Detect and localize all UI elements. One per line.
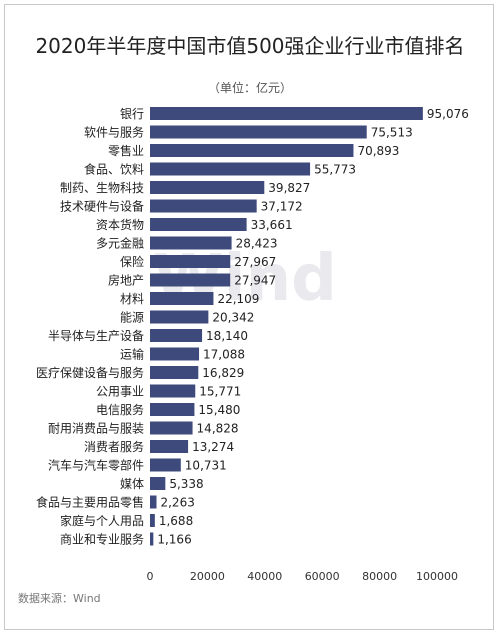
category-label-2: 软件与服务: [84, 125, 144, 140]
x-tick-label-6: 100000: [416, 570, 458, 583]
value-label-14: 17,088: [203, 348, 245, 362]
bar-11: [150, 292, 214, 305]
bar-19: [150, 440, 189, 453]
category-label-23: 家庭与个人用品: [60, 513, 144, 528]
unit-label: （单位：亿元）: [207, 81, 292, 95]
category-label-20: 汽车与汽车零部件: [48, 458, 144, 473]
bar-21: [150, 477, 166, 490]
value-label-2: 75,513: [371, 126, 413, 140]
bar-15: [150, 366, 199, 379]
value-label-18: 14,828: [197, 422, 239, 436]
bar-20: [150, 458, 181, 472]
category-label-3: 零售业: [108, 143, 144, 158]
value-label-17: 15,480: [198, 403, 240, 417]
category-label-12: 能源: [120, 311, 144, 325]
bar-2: [150, 125, 367, 139]
chart-title: 2020年半年度中国市值500强企业行业市值排名: [35, 34, 465, 58]
category-label-10: 房地产: [108, 273, 144, 288]
bar-13: [150, 329, 203, 342]
category-label-17: 电信服务: [96, 402, 144, 417]
category-label-5: 制药、生物科技: [60, 181, 144, 195]
value-label-12: 20,342: [212, 311, 254, 325]
x-tick-label-4: 60000: [305, 570, 340, 583]
value-label-20: 10,731: [185, 459, 227, 473]
x-axis-ticks-group: 0 20000 40000 60000 80000 100000: [147, 570, 459, 583]
category-label-6: 技术硬件与设备: [60, 200, 144, 214]
source-note: 数据来源：Wind: [18, 592, 101, 605]
value-label-9: 27,967: [234, 255, 276, 269]
value-label-13: 18,140: [206, 329, 248, 343]
bar-5: [150, 181, 265, 194]
category-label-16: 公用事业: [96, 385, 144, 399]
value-label-6: 37,172: [261, 200, 303, 214]
category-label-22: 食品与主要用品零售: [36, 495, 144, 510]
category-label-9: 保险: [120, 254, 144, 269]
bar-10: [150, 273, 231, 287]
value-label-4: 55,773: [314, 163, 356, 177]
category-label-4: 食品、饮料: [84, 162, 144, 177]
bar-1: [150, 107, 423, 120]
value-label-5: 39,827: [268, 181, 310, 195]
value-label-22: 2,263: [160, 496, 194, 510]
category-label-11: 材料: [120, 292, 144, 306]
bar-4: [150, 162, 311, 176]
value-label-19: 13,274: [192, 440, 234, 454]
category-label-14: 运输: [120, 347, 144, 362]
bar-7: [150, 218, 247, 231]
category-label-15: 医疗保健设备与服务: [36, 365, 144, 380]
category-label-8: 多元金融: [96, 236, 144, 251]
category-label-18: 耐用消费品与服装: [48, 422, 144, 436]
category-label-24: 商业和专业服务: [60, 532, 144, 547]
value-label-16: 15,771: [199, 385, 241, 399]
category-label-1: 银行: [120, 107, 144, 121]
x-tick-label-1: 0: [147, 570, 154, 583]
x-tick-label-5: 80000: [362, 570, 397, 583]
bar-14: [150, 347, 200, 361]
value-label-21: 5,338: [169, 477, 203, 491]
bar-12: [150, 310, 209, 324]
bar-23: [150, 514, 155, 527]
bar-17: [150, 403, 195, 416]
value-label-11: 22,109: [217, 292, 259, 306]
value-label-23: 1,688: [159, 514, 193, 528]
bar-18: [150, 421, 193, 435]
category-label-21: 媒体: [120, 477, 144, 491]
value-label-7: 33,661: [251, 218, 293, 232]
bar-24: [150, 532, 154, 546]
value-label-24: 1,166: [157, 533, 191, 547]
bar-22: [150, 495, 157, 509]
bars-group: [150, 107, 423, 546]
category-label-7: 资本货物: [96, 217, 144, 232]
value-label-8: 28,423: [236, 237, 278, 251]
x-tick-label-3: 40000: [247, 570, 282, 583]
bar-3: [150, 144, 354, 157]
value-label-15: 16,829: [202, 366, 244, 380]
x-tick-label-2: 20000: [190, 570, 225, 583]
value-label-10: 27,947: [234, 274, 276, 288]
bar-16: [150, 384, 196, 398]
bar-8: [150, 236, 232, 250]
category-labels-group: 银行软件与服务零售业食品、饮料制药、生物科技技术硬件与设备资本货物多元金融保险房…: [36, 107, 144, 547]
value-label-1: 95,076: [427, 107, 469, 121]
value-label-3: 70,893: [357, 144, 399, 158]
category-label-19: 消费者服务: [84, 439, 144, 454]
category-label-13: 半导体与生产设备: [48, 329, 144, 343]
bar-9: [150, 255, 231, 268]
bar-6: [150, 199, 257, 213]
